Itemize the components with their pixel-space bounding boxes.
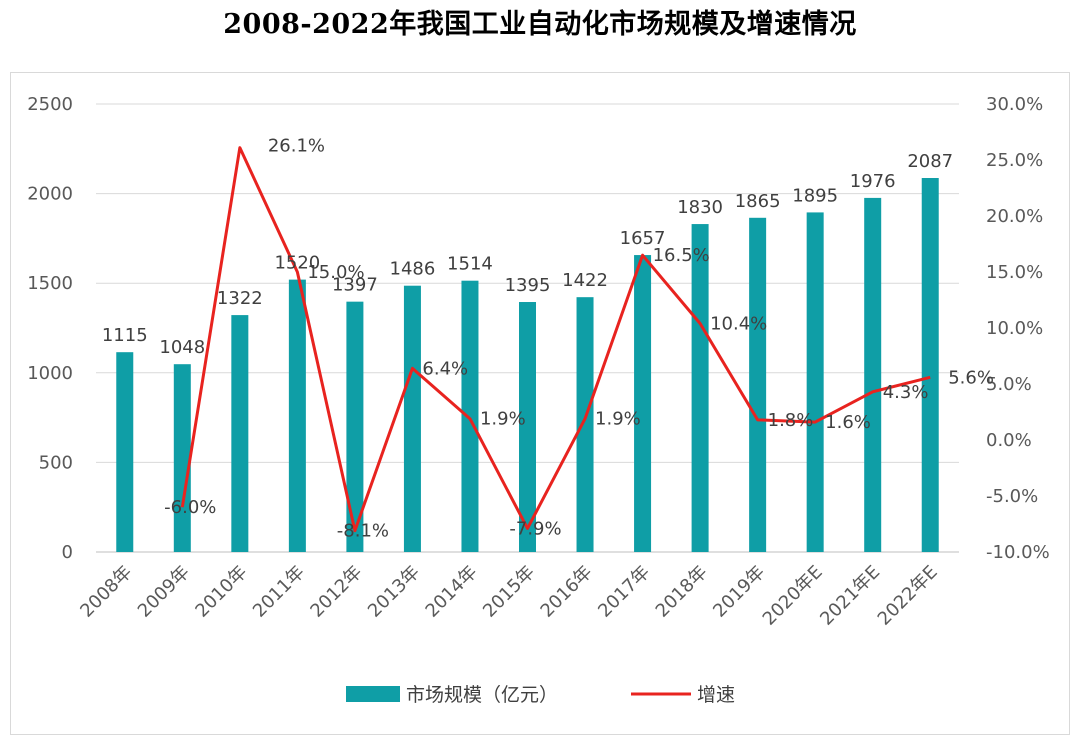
bar-value-label: 1115 bbox=[102, 325, 148, 346]
bar-value-label: 1422 bbox=[562, 270, 608, 291]
bar bbox=[288, 279, 306, 552]
bar-value-label: 1895 bbox=[792, 185, 838, 206]
left-axis-tick-label: 0 bbox=[62, 542, 73, 563]
bar bbox=[231, 315, 249, 552]
growth-value-label: 4.3% bbox=[883, 382, 929, 403]
right-axis-tick-label: 25.0% bbox=[986, 150, 1043, 171]
bar bbox=[691, 224, 709, 552]
bar bbox=[461, 280, 479, 552]
growth-value-label: 6.4% bbox=[422, 358, 468, 379]
x-tick-label: 2008年 bbox=[76, 562, 136, 622]
bar-value-label: 1397 bbox=[332, 275, 378, 296]
right-axis-tick-label: -10.0% bbox=[986, 542, 1050, 563]
bar-value-label: 1514 bbox=[447, 254, 493, 275]
bar bbox=[346, 301, 364, 552]
bar-value-label: 1865 bbox=[735, 191, 781, 212]
growth-value-label: 5.6% bbox=[948, 367, 994, 388]
bar-value-label: 1395 bbox=[505, 275, 551, 296]
right-axis-tick-label: 30.0% bbox=[986, 94, 1043, 115]
bar-value-label: 1486 bbox=[390, 259, 436, 280]
x-tick-label: 2016年 bbox=[537, 562, 597, 622]
legend-swatch-bar bbox=[346, 686, 400, 702]
bar-value-label: 1520 bbox=[274, 253, 320, 274]
left-axis-tick-label: 1000 bbox=[27, 363, 73, 384]
x-tick-label: 2012年 bbox=[306, 562, 366, 622]
left-axis-tick-label: 2500 bbox=[27, 94, 73, 115]
bar bbox=[749, 217, 767, 553]
right-axis-tick-label: 5.0% bbox=[986, 374, 1032, 395]
right-axis-tick-label: -5.0% bbox=[986, 486, 1038, 507]
left-axis-tick-label: 1500 bbox=[27, 273, 73, 294]
left-axis-tick-label: 500 bbox=[39, 452, 73, 473]
bar bbox=[864, 197, 882, 552]
x-tick-label: 2020年E bbox=[759, 562, 827, 630]
x-tick-label: 2011年 bbox=[249, 562, 309, 622]
combo-chart: 0 500 1000 1500 2000 2500 -10.0% -5.0% 0.0% 5.0% 1… bbox=[27, 94, 1050, 706]
left-axis-tick-label: 2000 bbox=[27, 184, 73, 205]
x-tick-label: 2014年 bbox=[422, 562, 482, 622]
right-axis-tick-label: 15.0% bbox=[986, 262, 1043, 283]
right-axis-tick-label: 20.0% bbox=[986, 206, 1043, 227]
x-tick-label: 2015年 bbox=[479, 562, 539, 622]
right-axis-tick-label: 0.0% bbox=[986, 430, 1032, 451]
legend-label-bar: 市场规模（亿元） bbox=[406, 684, 558, 706]
x-tick-label: 2018年 bbox=[652, 562, 712, 622]
growth-value-label: -8.1% bbox=[337, 521, 389, 542]
right-axis-tick-label: 10.0% bbox=[986, 318, 1043, 339]
bar-value-label: 1976 bbox=[850, 171, 896, 192]
x-tick-label: 2010年 bbox=[191, 562, 251, 622]
growth-value-label: 15.0% bbox=[307, 262, 364, 283]
bar bbox=[921, 178, 939, 553]
x-tick-label: 2022年E bbox=[874, 562, 942, 630]
bar-value-label: 2087 bbox=[907, 151, 953, 172]
growth-value-label: 1.9% bbox=[595, 409, 641, 430]
growth-value-label: 26.1% bbox=[268, 136, 325, 157]
bar bbox=[806, 212, 824, 552]
growth-value-label: 10.4% bbox=[710, 314, 767, 335]
chart-frame: 0 500 1000 1500 2000 2500 -10.0% -5.0% 0.0% 5.0% 1… bbox=[10, 72, 1070, 735]
bar bbox=[173, 364, 191, 552]
growth-value-label: -6.0% bbox=[164, 497, 216, 518]
bar-value-label: 1830 bbox=[677, 197, 723, 218]
growth-value-label: 1.8% bbox=[768, 410, 814, 431]
growth-value-label: 1.6% bbox=[825, 412, 871, 433]
x-tick-label: 2017年 bbox=[594, 562, 654, 622]
growth-value-label: 1.9% bbox=[480, 409, 526, 430]
bar bbox=[634, 255, 652, 552]
legend-label-line: 增速 bbox=[697, 684, 735, 706]
bar bbox=[403, 285, 421, 552]
growth-value-label: 16.5% bbox=[653, 245, 710, 266]
growth-value-label: -7.9% bbox=[509, 518, 561, 539]
x-tick-label: 2013年 bbox=[364, 562, 424, 622]
bar bbox=[519, 302, 536, 552]
bar bbox=[576, 297, 594, 552]
bar bbox=[116, 352, 134, 552]
growth-line bbox=[180, 146, 931, 533]
bar-value-label: 1048 bbox=[159, 337, 205, 358]
bar-value-label: 1322 bbox=[217, 288, 263, 309]
chart-title: 2008-2022年我国工业自动化市场规模及增速情况 bbox=[223, 9, 857, 40]
bar-value-label: 1657 bbox=[620, 228, 666, 249]
x-tick-label: 2021年E bbox=[816, 562, 884, 630]
x-tick-label: 2009年 bbox=[134, 562, 194, 622]
